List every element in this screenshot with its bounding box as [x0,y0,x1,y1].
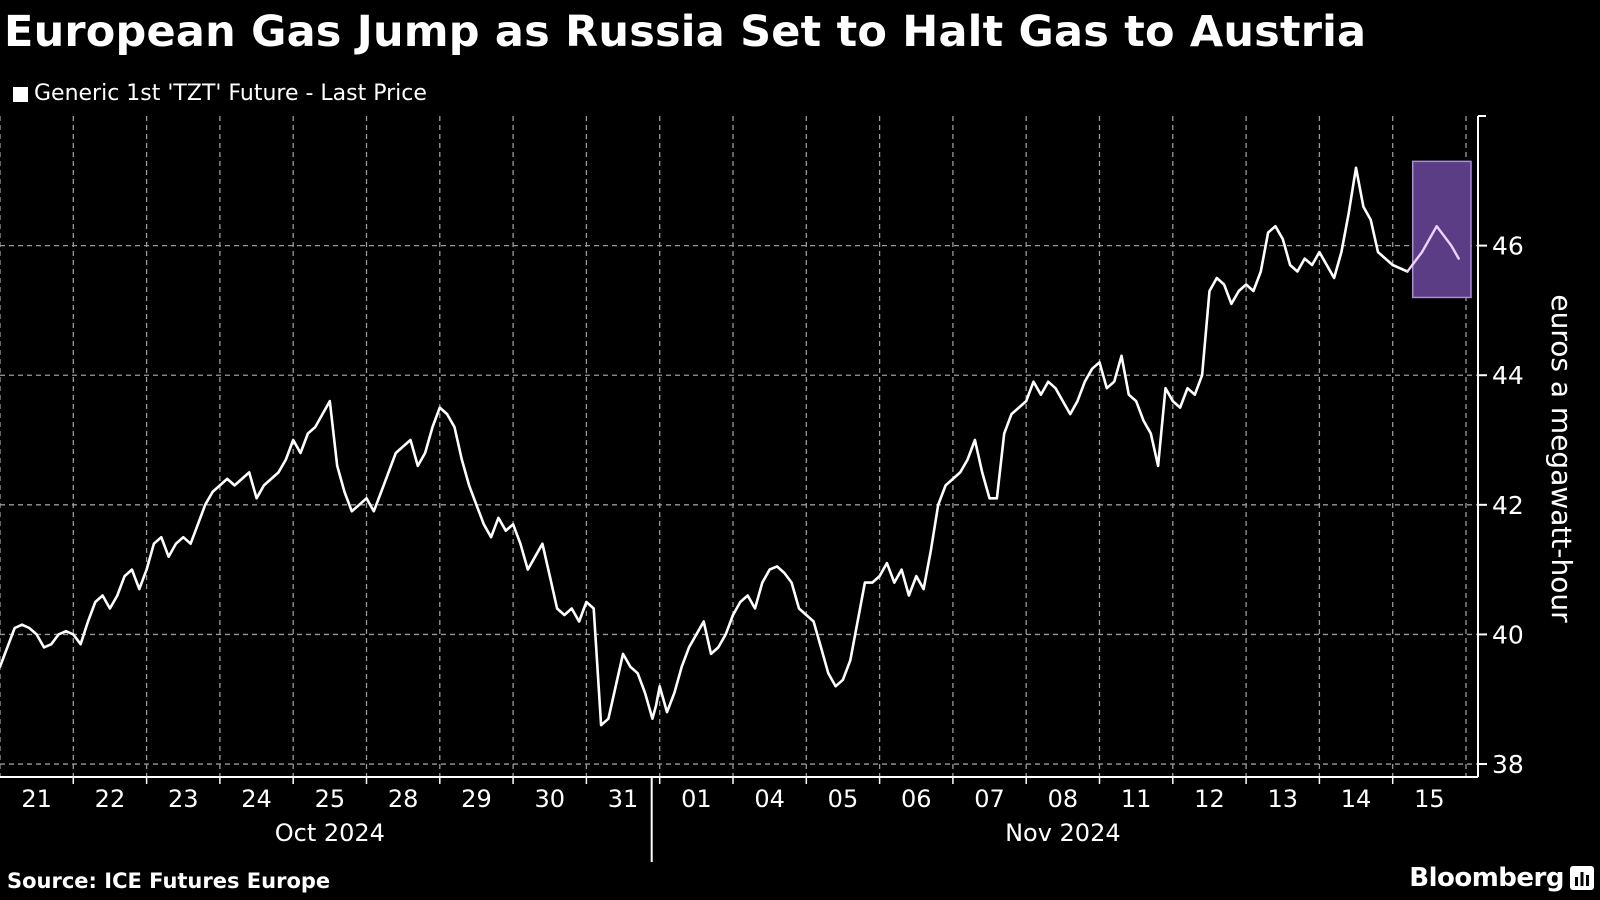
series-line-layer [0,166,1460,727]
y-tick-label: 38 [1492,750,1524,779]
y-axis-title: euros a megawatt-hour [1545,294,1578,623]
y-tick-label: 46 [1492,232,1524,261]
x-axis-labels: 21 22 23 24 25 28 29 30 31 01 04 05 06 07 08 11 12 13 14 15… [21,785,1444,847]
legend-label: Generic 1st 'TZT' Future - Last Price [34,81,427,106]
y-axis-labels: 38 40 42 44 46 euros a megawatt-hour [1492,232,1578,779]
chart-title: European Gas Jump as Russia Set to Halt … [4,7,1367,57]
brand: Bloomberg [1409,862,1594,894]
brand-name: Bloomberg [1409,863,1564,893]
x-tick-label: 11 [1121,785,1152,813]
x-tick-label: 14 [1341,785,1372,813]
x-tick-label: 01 [681,785,712,813]
x-tick-label: 31 [608,785,639,813]
legend: Generic 1st 'TZT' Future - Last Price [13,80,427,108]
x-tick-label: 13 [1267,785,1298,813]
y-tick-label: 40 [1492,620,1524,649]
x-tick-label: 15 [1414,785,1445,813]
x-tick-label: 12 [1194,785,1225,813]
x-tick-label: 06 [901,785,932,813]
x-tick-label: 29 [461,785,492,813]
x-tick-label: 24 [241,785,272,813]
x-tick-label: 23 [168,785,199,813]
x-month-label: Nov 2024 [1005,819,1121,847]
x-tick-label: 28 [388,785,419,813]
x-tick-label: 08 [1048,785,1079,813]
series-line [0,166,1409,727]
highlight-region [1411,160,1472,299]
x-tick-label: 25 [315,785,346,813]
axes [0,115,1487,862]
series-line-highlighted [1406,224,1460,273]
source-note: Source: ICE Futures Europe [7,869,331,893]
x-tick-label: 22 [95,785,126,813]
square-swatch-icon [13,86,28,102]
bloomberg-logo-icon [1570,866,1594,890]
highlight-box [1411,160,1472,299]
x-tick-label: 07 [974,785,1005,813]
x-tick-label: 21 [21,785,52,813]
grid-lines [0,116,1478,777]
x-tick-label: 04 [754,785,785,813]
y-tick-label: 42 [1492,491,1524,520]
x-month-label: Oct 2024 [275,819,385,847]
x-tick-label: 30 [534,785,565,813]
x-tick-label: 05 [828,785,859,813]
y-tick-label: 44 [1492,361,1524,390]
